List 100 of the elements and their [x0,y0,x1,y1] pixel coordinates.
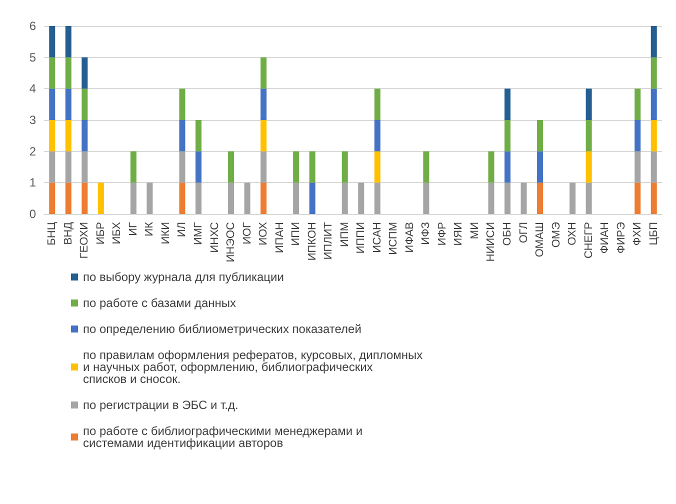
x-tick-label: ИГ [127,222,140,236]
x-tick-label: ИОГ [241,222,254,244]
bar [244,182,250,214]
x-tick-label: ОМЭ [550,222,562,248]
x-tick-label: ВНД [62,221,74,245]
bar [98,182,104,214]
bar [179,120,186,152]
bar [374,120,380,152]
y-tick-label: 5 [29,50,36,64]
bar [196,120,202,152]
bar [504,151,510,183]
bar [586,182,592,214]
bar [358,182,364,214]
x-tick-label: ИФАВ [404,222,416,253]
x-tick-label: ИСАН [371,222,384,253]
legend-label: по работе с библиографическими менеджерами и системами идентификации авторов [83,424,366,450]
x-tick-label: ИПКОН [306,222,318,261]
bar [49,57,56,89]
x-tick-label: ИНХС [208,222,221,253]
bar [537,120,544,152]
bar [179,151,186,183]
bar [130,182,136,214]
bar [49,120,56,152]
legend-label: по работе с базами данных [83,296,236,310]
x-tick-label: ИМГ [192,222,204,246]
x-tick-label: ОХН [566,222,579,246]
bar [634,182,641,214]
bar [293,151,300,183]
x-tick-label: ИК [144,221,156,236]
bar [49,182,56,214]
x-tick-label: ИСПМ [388,222,400,255]
bar [65,26,72,58]
bar [634,88,641,120]
x-tick-label: ИБР [94,222,107,244]
x-tick-label: ОМАШ [534,222,546,258]
bar [650,151,657,183]
y-tick-label: 4 [29,82,36,96]
x-tick-label: ИФЗ [420,222,432,245]
bar [570,182,576,214]
bar [260,151,267,183]
bar [82,88,88,120]
x-tick-label: ИНЭОС [225,222,238,262]
bar [196,182,202,214]
legend-label: по определению библиометрических показателей [83,322,362,336]
bar [634,120,641,152]
x-tick-label: ИФР [436,222,448,246]
bar [504,88,510,120]
x-tick-label: БНЦ [46,222,58,246]
x-tick-label: ОГЛ [518,222,530,244]
bar [342,182,348,214]
bar [537,151,544,183]
x-tick-label: МИ [468,222,481,240]
x-tick-label: ОБН [502,222,514,246]
bar [293,182,300,214]
bar [65,88,72,120]
bar [504,182,510,214]
y-tick-label: 0 [29,207,36,221]
bar [374,88,380,120]
x-tick-label: ИППИ [355,222,368,254]
bar [586,88,592,120]
bar [504,120,510,152]
bar [260,182,267,214]
x-tick-label: ИПИ [290,222,302,246]
x-tick-label: ЦБП [648,222,660,246]
bar [586,120,592,152]
bar [196,151,202,183]
bar [260,120,267,152]
bar [650,120,657,152]
x-tick-label: ИБХ [111,221,124,244]
x-tick-label: ИПЛИТ [322,222,335,260]
y-tick-label: 3 [29,113,36,127]
x-tick-label: НИИСИ [485,222,498,262]
bar [179,182,186,214]
bar [520,182,527,214]
bar [49,88,56,120]
legend-label: по правилам оформления рефератов, курсовых, дипломных и научных работ, оформлению, библиографических списков и сносок. [83,348,426,386]
y-tick-label: 1 [29,176,36,190]
bar [260,88,267,120]
bar [260,57,267,89]
bar [586,151,592,183]
y-tick-label: 6 [29,19,36,33]
bar [82,57,88,89]
x-tick-label: ИКИ [160,222,172,244]
bar [130,151,136,183]
bar [342,151,348,183]
bar [146,182,153,214]
y-tick-label: 2 [29,144,36,158]
bar [423,151,430,183]
bar [82,151,88,183]
bar [423,182,430,214]
bar [228,182,234,214]
bar [488,182,494,214]
x-tick-label: СНЕГР [582,222,595,259]
bar [82,182,88,214]
bar [82,120,88,152]
x-tick-label: ГЕОХИ [78,222,91,259]
bar [374,182,380,214]
bar [650,57,657,89]
x-tick-label: ИОХ [258,221,270,246]
legend-label: по регистрации в ЭБС и т.д. [83,398,238,412]
